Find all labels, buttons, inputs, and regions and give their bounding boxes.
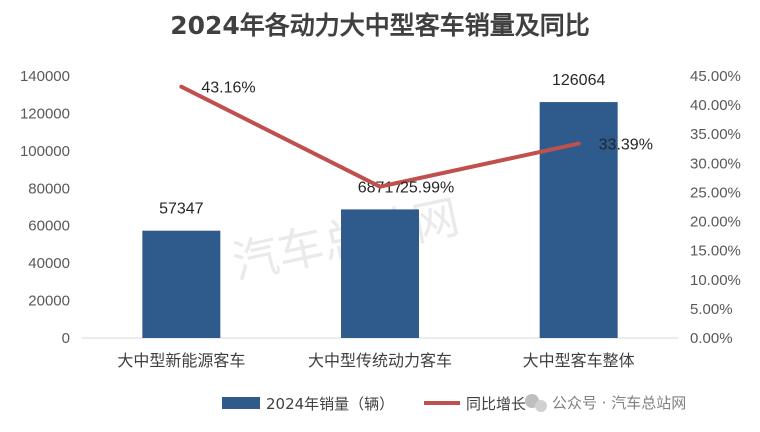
bar xyxy=(341,209,419,338)
left-axis-tick-label: 120000 xyxy=(20,105,70,122)
category-labels: 大中型新能源客车 大中型传统动力客车 大中型客车整体 xyxy=(117,351,634,370)
left-axis-tick-label: 20000 xyxy=(28,293,70,310)
bar-data-label: 57347 xyxy=(159,201,204,218)
left-axis-ticks: 0 20000 40000 60000 80000 100000 120000 140000 xyxy=(20,68,70,347)
right-axis-tick-label: 30.00% xyxy=(690,155,741,172)
legend-swatch-bar xyxy=(222,397,260,409)
line-data-label: 25.99% xyxy=(400,180,454,197)
line-data-labels: 43.16% 25.99% 33.39% xyxy=(201,80,653,197)
credit: 公众号 · 汽车总站网 xyxy=(525,394,686,412)
left-axis-tick-label: 140000 xyxy=(20,68,70,85)
left-axis-tick-label: 100000 xyxy=(20,143,70,160)
wechat-icon xyxy=(525,394,547,412)
legend: 2024年销量（辆） 同比增长 xyxy=(222,395,526,413)
right-axis-tick-label: 5.00% xyxy=(690,301,733,318)
left-axis-tick-label: 60000 xyxy=(28,218,70,235)
category-label: 大中型传统动力客车 xyxy=(308,351,452,370)
right-axis-tick-label: 0.00% xyxy=(690,330,733,347)
right-axis-tick-label: 20.00% xyxy=(690,214,741,231)
right-axis-tick-label: 25.00% xyxy=(690,184,741,201)
legend-label-bar: 2024年销量（辆） xyxy=(266,395,394,413)
right-axis-tick-label: 10.00% xyxy=(690,272,741,289)
left-axis-tick-label: 40000 xyxy=(28,255,70,272)
category-label: 大中型客车整体 xyxy=(523,351,635,370)
line-series xyxy=(179,84,581,189)
right-axis-ticks: 0.00% 5.00% 10.00% 15.00% 20.00% 25.00% 30.00%… xyxy=(690,68,741,347)
credit-text: 公众号 · 汽车总站网 xyxy=(552,394,686,412)
line-series-path xyxy=(179,84,581,189)
left-axis-tick-label: 0 xyxy=(62,330,70,347)
bar xyxy=(539,102,618,338)
bar xyxy=(142,230,221,338)
bar-data-label: 126064 xyxy=(552,72,605,89)
line-data-label: 33.39% xyxy=(599,137,653,154)
bar-series xyxy=(142,102,618,338)
chart-title: 2024年各动力大中型客车销量及同比 xyxy=(170,11,590,40)
right-axis-tick-label: 45.00% xyxy=(690,68,741,85)
category-label: 大中型新能源客车 xyxy=(117,351,245,370)
left-axis-tick-label: 80000 xyxy=(28,180,70,197)
legend-label-line: 同比增长 xyxy=(466,395,526,413)
right-axis-tick-label: 15.00% xyxy=(690,243,741,260)
line-data-label: 43.16% xyxy=(201,80,255,97)
right-axis-tick-label: 40.00% xyxy=(690,97,741,114)
right-axis-tick-label: 35.00% xyxy=(690,126,741,143)
